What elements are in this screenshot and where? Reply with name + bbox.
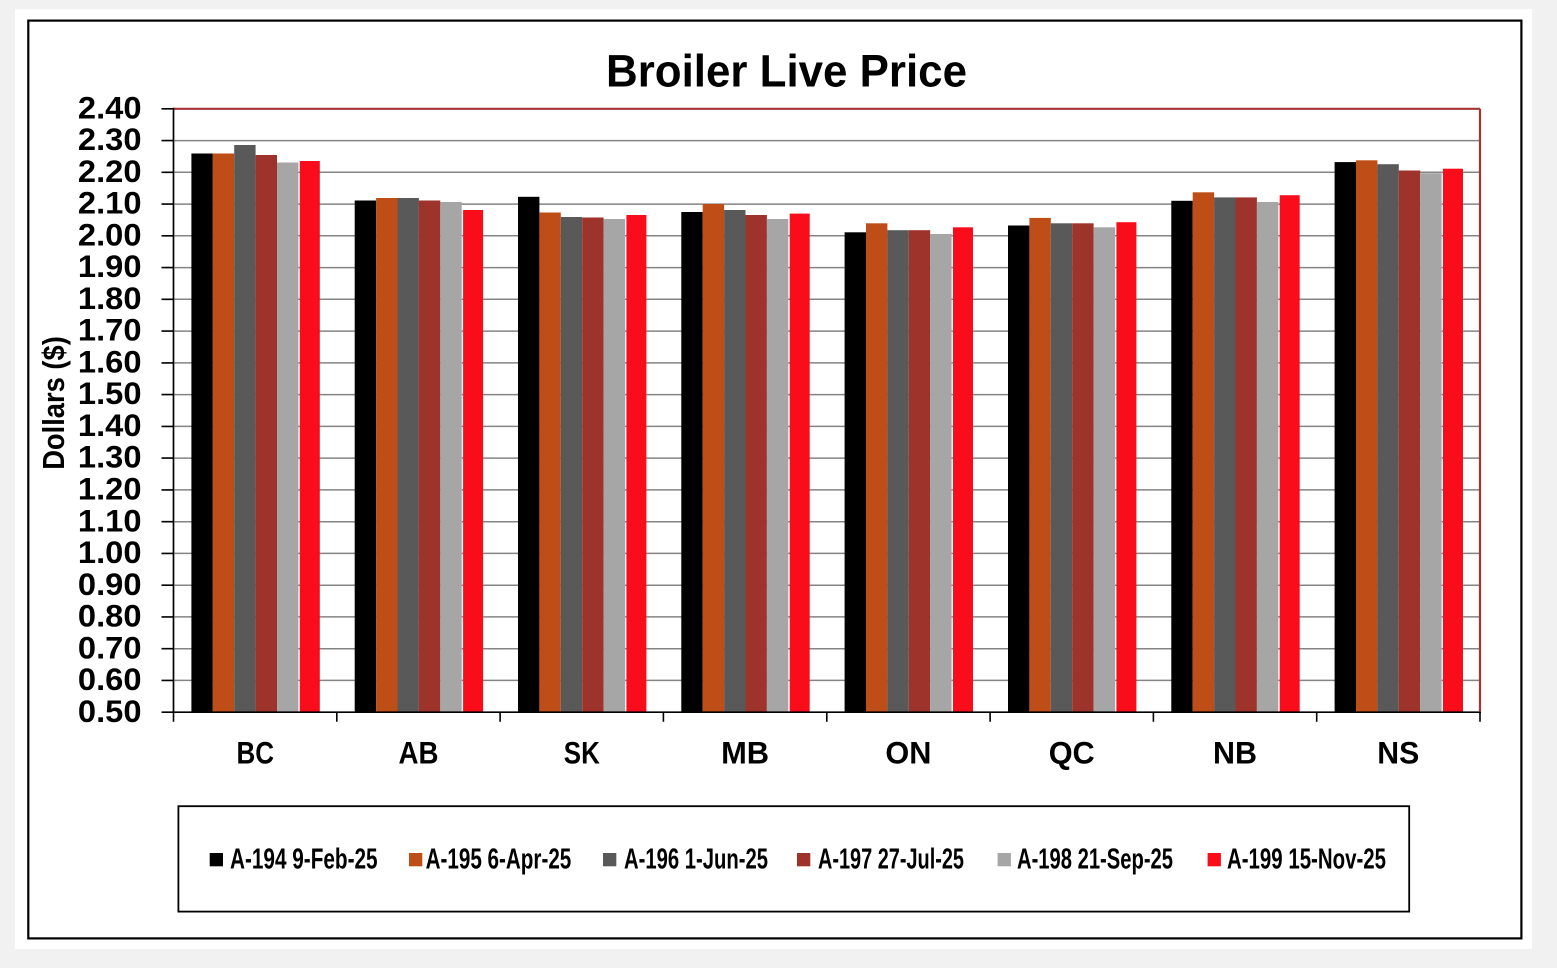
svg-text:1.00: 1.00 [78,534,142,570]
svg-text:1.60: 1.60 [78,344,142,380]
svg-text:0.80: 0.80 [78,598,142,634]
svg-text:QC: QC [1049,735,1095,771]
svg-text:NS: NS [1377,735,1419,771]
svg-text:2.00: 2.00 [78,216,142,252]
svg-text:SK: SK [564,735,600,771]
svg-text:2.40: 2.40 [78,89,142,125]
svg-text:MB: MB [721,735,769,771]
svg-text:A-198 21-Sep-25: A-198 21-Sep-25 [1017,843,1173,875]
svg-text:AB: AB [399,735,439,771]
svg-text:1.20: 1.20 [78,471,142,507]
svg-text:BC: BC [236,735,274,771]
svg-text:0.90: 0.90 [78,566,142,602]
svg-text:2.20: 2.20 [78,153,142,189]
svg-text:1.80: 1.80 [78,280,142,316]
svg-text:A-196 1-Jun-25: A-196 1-Jun-25 [624,843,768,875]
svg-text:1.10: 1.10 [78,502,142,538]
svg-text:0.70: 0.70 [78,629,142,665]
svg-text:0.60: 0.60 [78,661,142,697]
svg-text:2.30: 2.30 [78,121,142,157]
svg-text:2.10: 2.10 [78,185,142,221]
svg-text:1.40: 1.40 [78,407,142,443]
svg-text:Broiler Live Price: Broiler Live Price [606,46,967,97]
svg-text:1.90: 1.90 [78,248,142,284]
svg-text:A-195 6-Apr-25: A-195 6-Apr-25 [426,843,572,875]
svg-text:0.50: 0.50 [78,693,142,729]
svg-text:1.70: 1.70 [78,312,142,348]
svg-text:ON: ON [885,735,931,771]
svg-text:A-199 15-Nov-25: A-199 15-Nov-25 [1227,843,1386,875]
svg-text:Dollars ($): Dollars ($) [36,336,71,470]
svg-text:A-197 27-Jul-25: A-197 27-Jul-25 [818,843,964,875]
svg-text:1.30: 1.30 [78,439,142,475]
svg-text:NB: NB [1213,735,1257,771]
svg-text:A-194 9-Feb-25: A-194 9-Feb-25 [230,843,378,875]
svg-text:1.50: 1.50 [78,375,142,411]
